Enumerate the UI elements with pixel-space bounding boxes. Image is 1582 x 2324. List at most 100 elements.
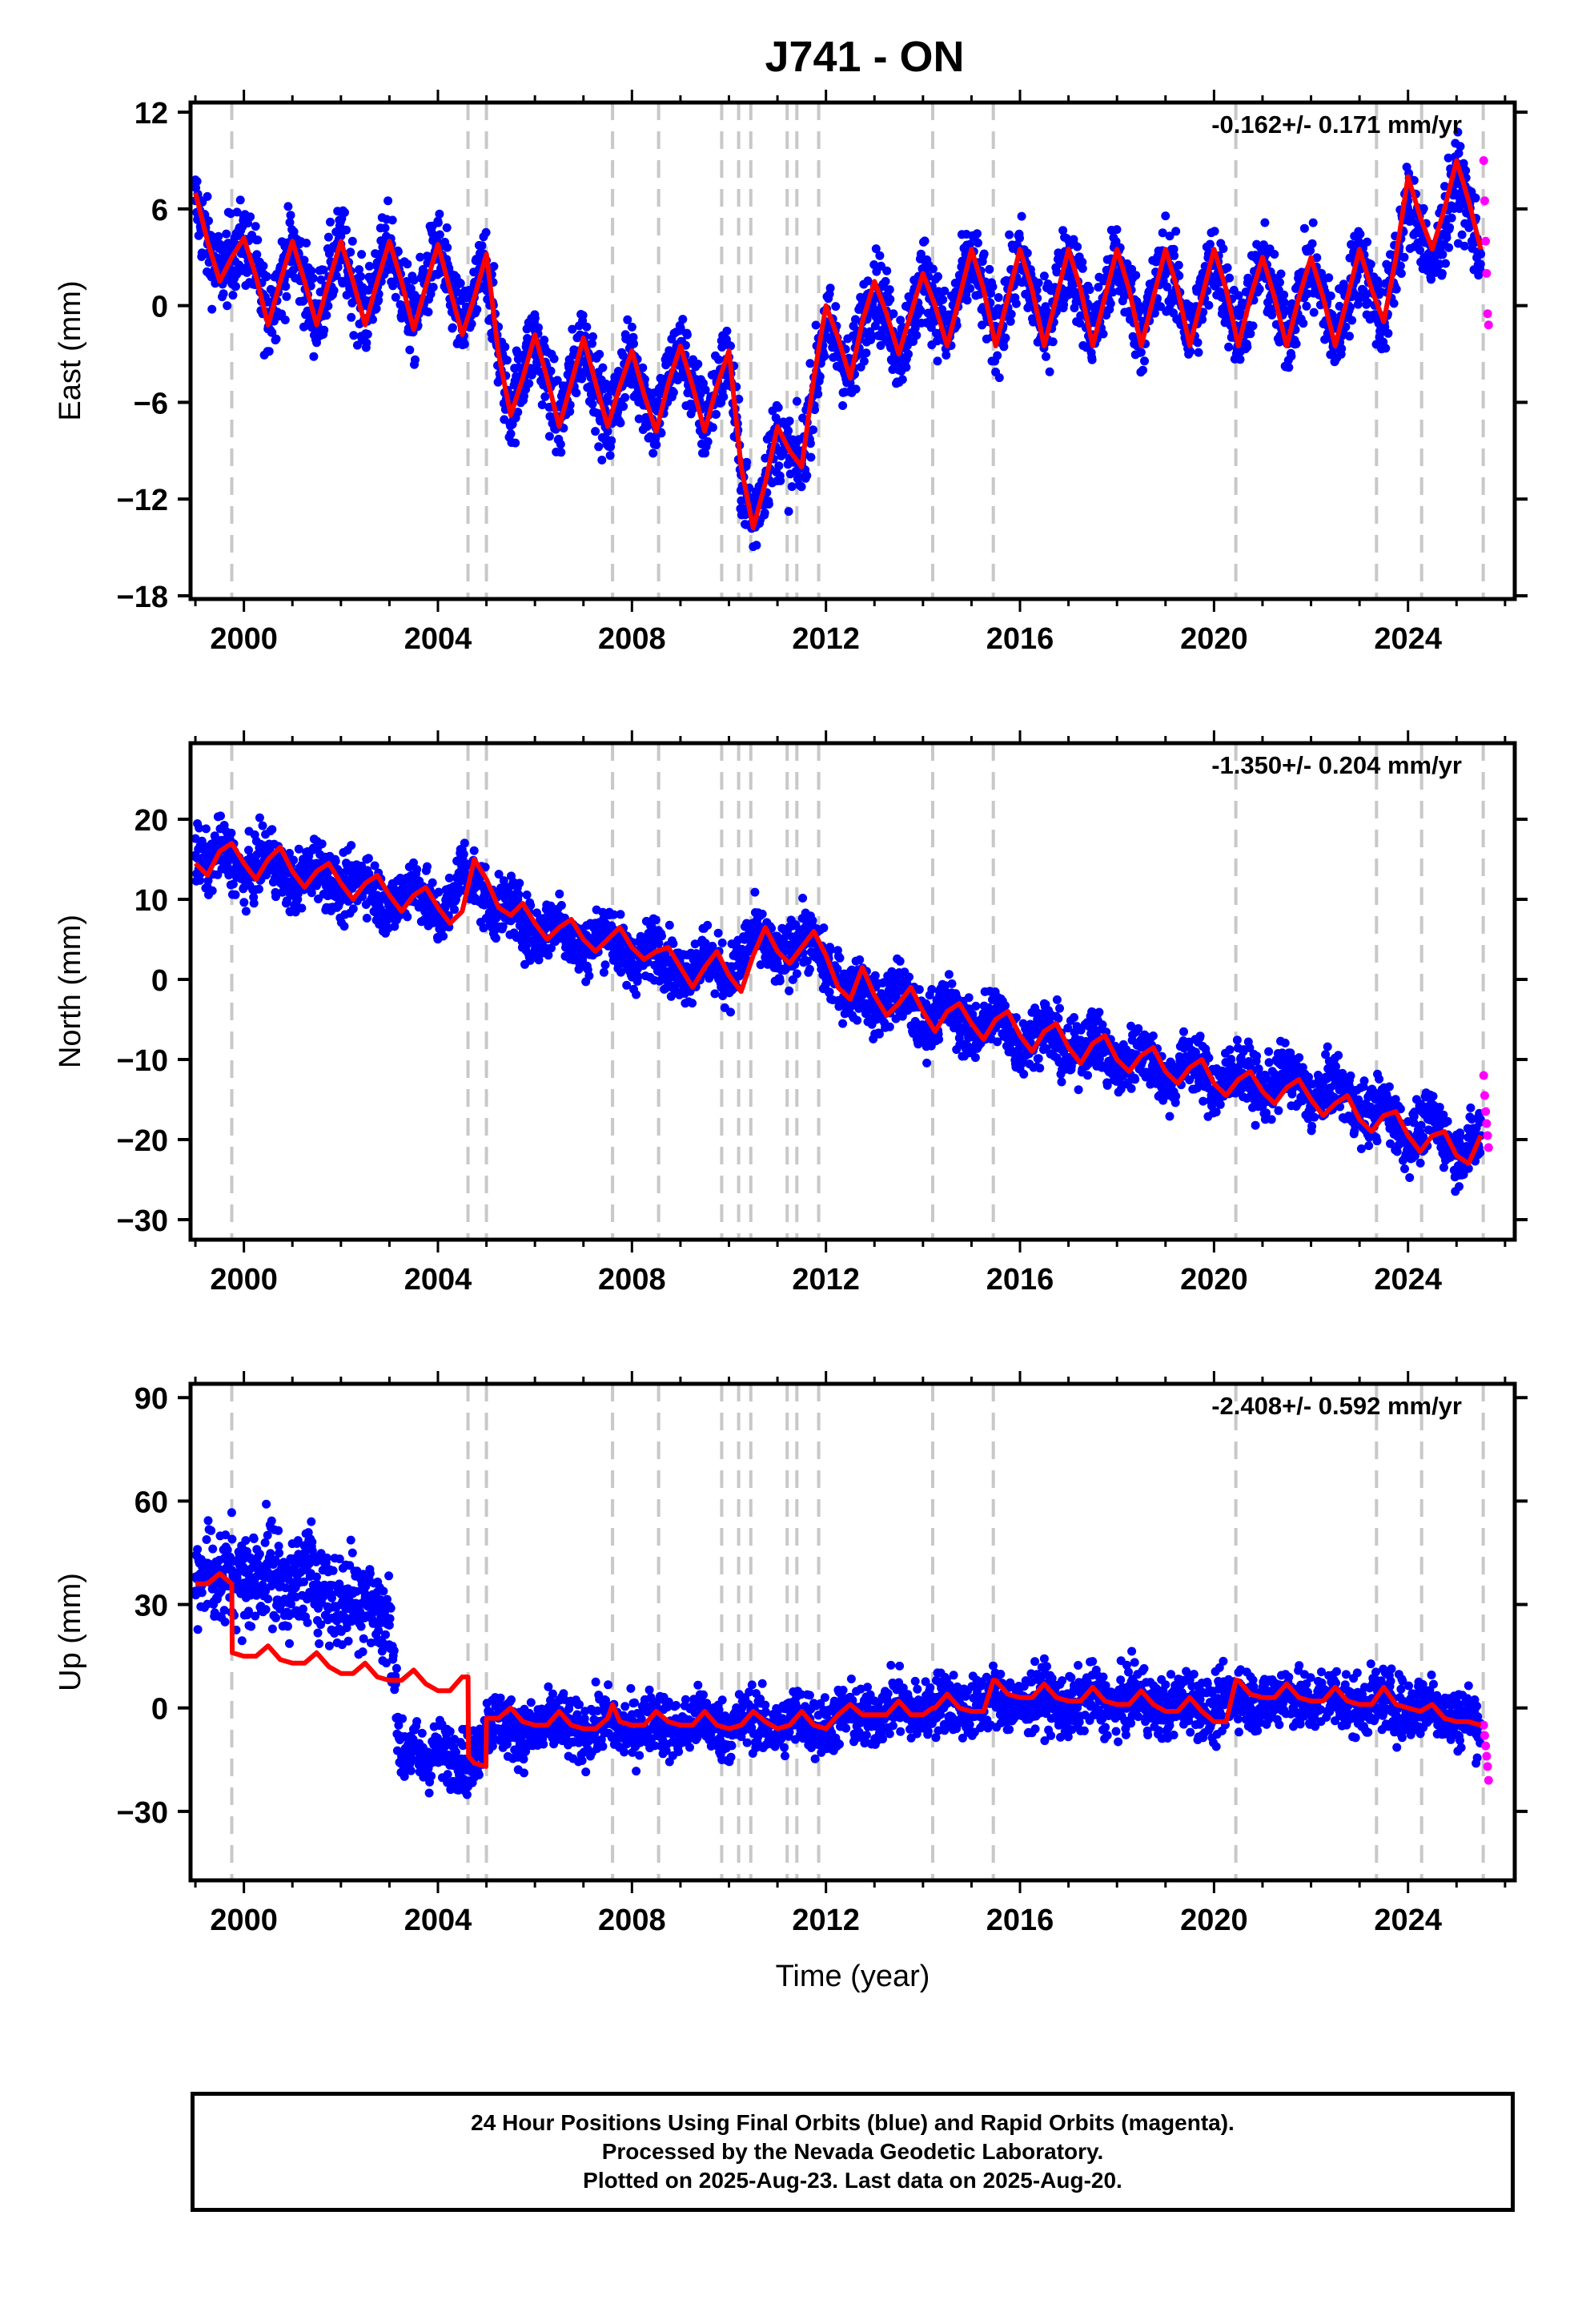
final-orbit-point (409, 875, 419, 884)
final-orbit-point (785, 947, 794, 956)
final-orbit-point (433, 915, 443, 924)
final-orbit-point (845, 378, 855, 388)
final-orbit-point (360, 870, 370, 880)
east-plot-frame (188, 100, 1517, 601)
final-orbit-point (1112, 1067, 1122, 1076)
final-orbit-point (251, 1572, 261, 1582)
final-orbit-point (652, 939, 661, 948)
final-orbit-point (615, 943, 624, 952)
page-title: J741 - ON (765, 33, 965, 81)
final-orbit-point (942, 999, 952, 1008)
final-orbit-point (530, 935, 540, 944)
final-orbit-point (457, 1755, 467, 1764)
final-orbit-point (384, 907, 394, 916)
rapid-orbit-point (1479, 1071, 1488, 1080)
y-tick-label: −30 (117, 1796, 168, 1830)
final-orbit-point (809, 939, 819, 948)
final-orbit-point (1100, 1047, 1110, 1056)
final-orbit-point (966, 1031, 976, 1040)
final-orbit-point (1270, 1079, 1279, 1088)
up-final-orbit-dots (191, 1499, 1486, 1799)
final-orbit-point (287, 883, 297, 892)
final-orbit-point (1015, 1703, 1025, 1713)
final-orbit-point (991, 1007, 1001, 1016)
final-orbit-point (1027, 1031, 1037, 1040)
final-orbit-point (1197, 1067, 1207, 1076)
final-orbit-point (445, 899, 455, 908)
rapid-orbit-point (1480, 196, 1489, 206)
final-orbit-point (263, 1558, 273, 1568)
final-orbit-point (1319, 1087, 1328, 1096)
final-orbit-point (857, 979, 867, 988)
x-tick-label: 2024 (1374, 1904, 1442, 1937)
final-orbit-point (930, 1011, 940, 1020)
final-orbit-point (906, 1003, 916, 1012)
rapid-orbit-point (1482, 1751, 1492, 1761)
final-orbit-point (797, 931, 806, 940)
final-orbit-point (203, 1558, 212, 1568)
final-orbit-point (603, 427, 612, 436)
final-orbit-point (1222, 1075, 1231, 1084)
final-orbit-point (603, 923, 612, 932)
final-orbit-point (1427, 1111, 1437, 1120)
final-orbit-point (336, 1600, 346, 1610)
final-orbit-point (518, 919, 528, 928)
up-model-line (195, 1570, 1482, 1769)
final-orbit-point (372, 891, 382, 900)
final-orbit-point (773, 959, 782, 968)
final-orbit-point (676, 1727, 685, 1737)
final-orbit-point (191, 1572, 200, 1582)
final-orbit-point (299, 1566, 309, 1574)
rapid-orbit-point (1483, 1131, 1492, 1140)
x-tick-label: 2012 (792, 1263, 860, 1297)
final-orbit-point (1464, 1143, 1473, 1152)
final-orbit-point (1064, 1055, 1074, 1064)
final-orbit-point (1015, 1043, 1025, 1052)
rapid-orbit-point (1482, 1119, 1492, 1128)
final-orbit-point (372, 1606, 382, 1616)
final-orbit-point (1088, 1031, 1098, 1040)
east-y-axis-label: East (mm) (54, 280, 87, 420)
final-orbit-point (1161, 1079, 1170, 1088)
final-orbit-point (518, 1731, 528, 1740)
rapid-orbit-point (1483, 1762, 1492, 1771)
final-orbit-point (979, 1019, 989, 1028)
rapid-orbit-point (1484, 1143, 1493, 1152)
final-orbit-point (1258, 1699, 1267, 1709)
final-orbit-point (409, 1744, 419, 1754)
y-tick-label: 0 (151, 1693, 168, 1727)
north-velocity-label: -1.350+/- 0.204 mm/yr (1211, 751, 1462, 779)
final-orbit-point (1051, 1699, 1061, 1709)
x-tick-label: 2020 (1180, 1904, 1248, 1937)
final-orbit-point (591, 935, 600, 944)
final-orbit-point (1222, 1693, 1231, 1703)
rapid-orbit-point (1484, 1775, 1493, 1785)
final-orbit-point (324, 1590, 334, 1599)
final-orbit-point (664, 1724, 673, 1734)
final-orbit-point (1064, 1707, 1074, 1716)
final-orbit-point (445, 1751, 455, 1761)
y-tick-label: −30 (117, 1204, 168, 1238)
final-orbit-point (1136, 1043, 1146, 1052)
y-tick-label: −20 (117, 1124, 168, 1158)
final-orbit-point (567, 1727, 576, 1737)
rapid-orbit-point (1482, 268, 1492, 278)
footer-line-plotted: Plotted on 2025-Aug-23. Last data on 202… (583, 2168, 1122, 2193)
rapid-orbit-point (1484, 320, 1493, 330)
north-plot-frame (188, 741, 1517, 1242)
final-orbit-point (1173, 1067, 1182, 1076)
x-tick-label: 2008 (598, 1263, 666, 1297)
up-x-axis-label: Time (year) (776, 1960, 930, 1993)
final-orbit-point (1149, 1059, 1158, 1068)
final-orbit-point (191, 850, 200, 860)
y-tick-label: 0 (151, 291, 168, 324)
x-tick-label: 2000 (210, 1904, 278, 1937)
east-velocity-label: -0.162+/- 0.171 mm/yr (1211, 111, 1462, 139)
north-final-orbit-dots (191, 811, 1486, 1196)
final-orbit-point (530, 1727, 540, 1737)
x-tick-label: 2004 (404, 1904, 472, 1937)
final-orbit-point (263, 846, 273, 856)
x-tick-label: 2004 (404, 1263, 472, 1297)
final-orbit-point (1367, 1107, 1376, 1116)
